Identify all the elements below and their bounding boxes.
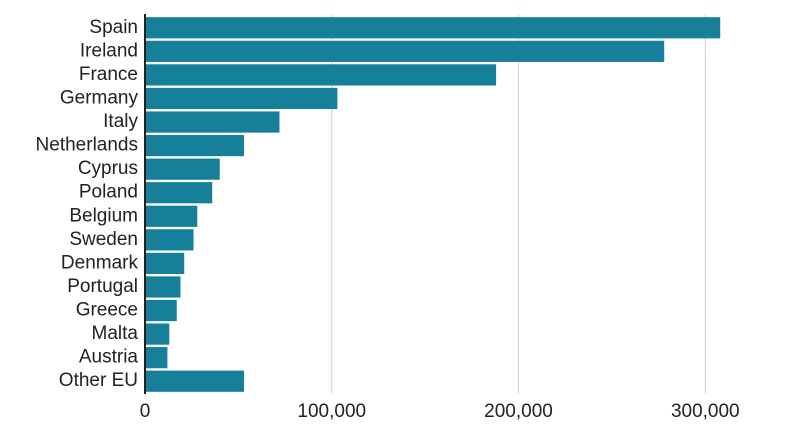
y-tick-label: Ireland (80, 40, 138, 61)
y-tick-label: Germany (60, 87, 139, 108)
x-tick-label: 0 (140, 401, 151, 422)
y-tick-label: Malta (92, 323, 139, 344)
y-tick-label: Other EU (59, 370, 138, 391)
bar (145, 229, 194, 251)
bar (145, 158, 220, 180)
bar (145, 205, 198, 227)
bar (145, 370, 244, 392)
y-tick-label: Italy (103, 111, 138, 132)
y-tick-label: Denmark (61, 252, 139, 273)
y-tick-label: Austria (79, 347, 139, 368)
bar (145, 134, 244, 157)
y-tick-label: Greece (76, 300, 138, 321)
x-tick-label: 100,000 (297, 401, 366, 422)
y-tick-label: Portugal (67, 276, 138, 297)
y-tick-label: Sweden (69, 229, 138, 250)
y-tick-label: Netherlands (36, 135, 138, 156)
bar (145, 252, 185, 275)
bar (145, 111, 280, 133)
bar (145, 182, 213, 204)
y-tick-label: Spain (89, 17, 138, 38)
bar (145, 64, 497, 86)
y-tick-label: Cyprus (78, 158, 138, 179)
bar (145, 299, 177, 322)
y-tick-label: Poland (79, 182, 138, 203)
bar (145, 323, 170, 345)
y-tick-label: France (79, 64, 138, 85)
y-tick-label: Belgium (69, 205, 138, 226)
bar (145, 87, 338, 110)
x-tick-label: 300,000 (671, 401, 740, 422)
bar (145, 276, 181, 298)
x-tick-label: 200,000 (484, 401, 553, 422)
bar (145, 347, 168, 369)
bar (145, 40, 665, 62)
bar (145, 17, 721, 39)
